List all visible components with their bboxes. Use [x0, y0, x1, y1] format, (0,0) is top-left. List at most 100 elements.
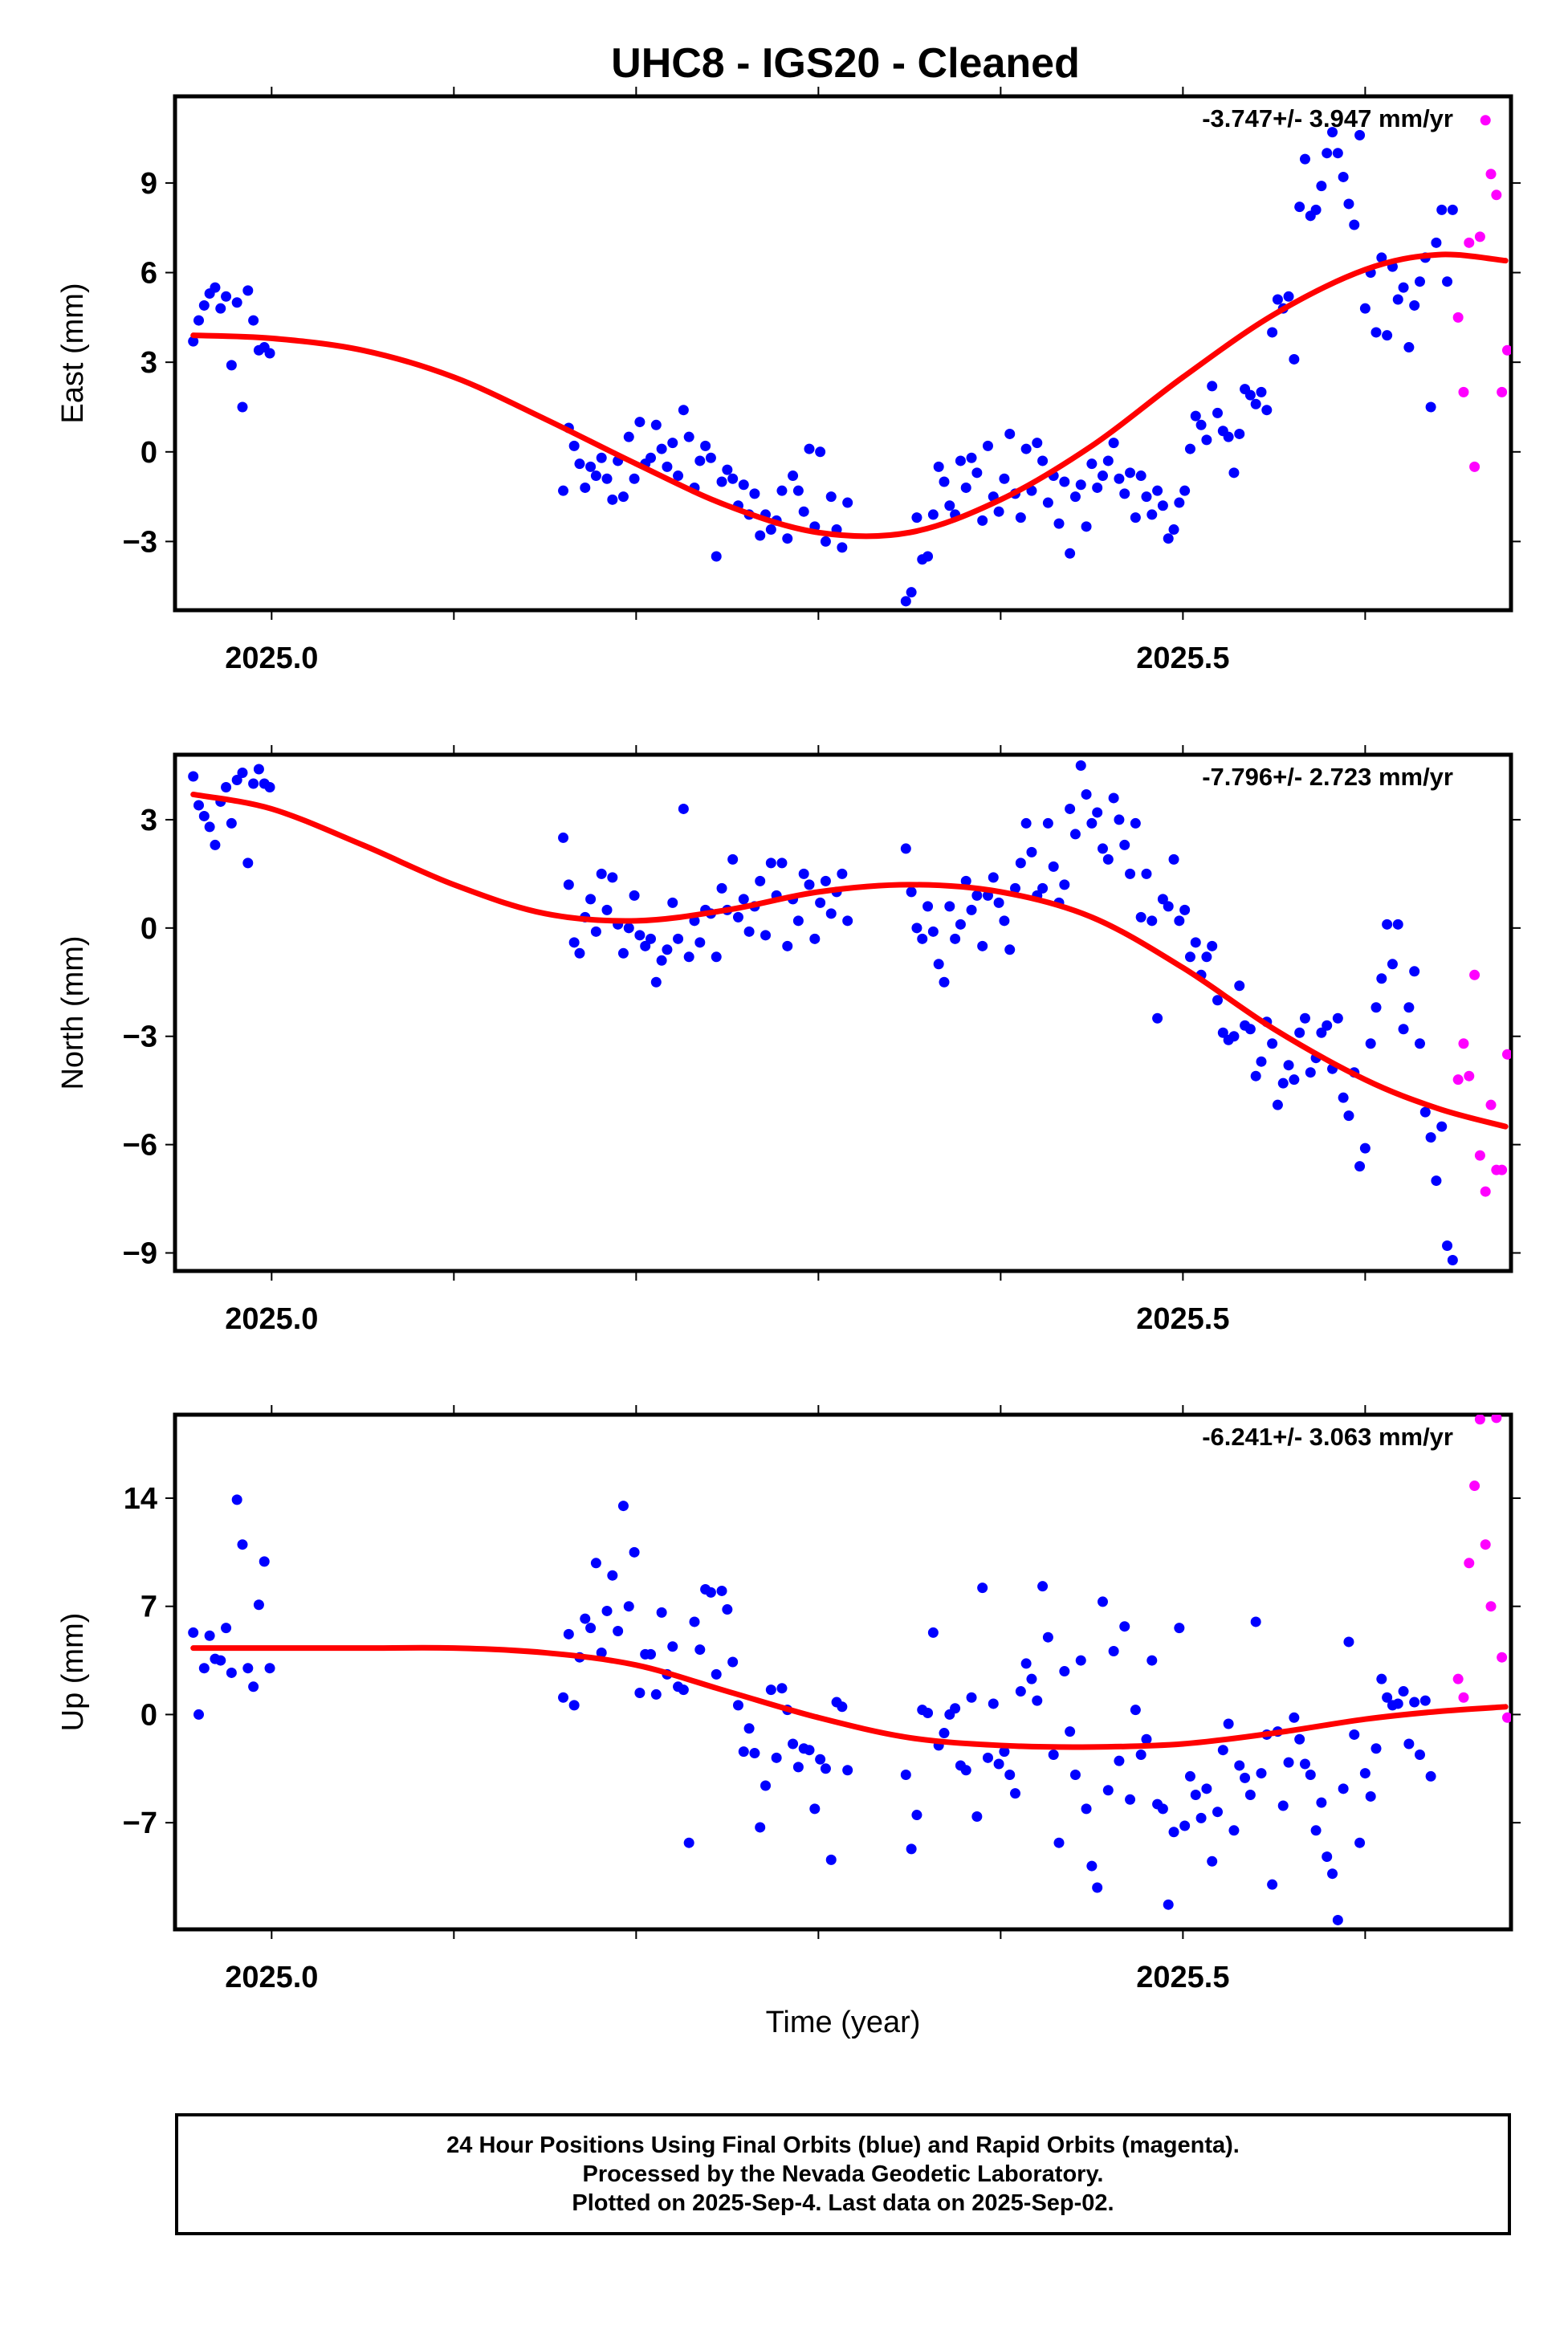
final-orbit-point — [837, 868, 848, 879]
final-orbit-point — [596, 868, 607, 879]
final-orbit-point — [580, 482, 591, 493]
final-orbit-point — [711, 1668, 722, 1680]
final-orbit-point — [1223, 1718, 1234, 1729]
final-orbit-point — [221, 781, 232, 792]
x-tick-label: 2025.5 — [1136, 1961, 1229, 1994]
final-orbit-point — [1125, 868, 1136, 879]
final-orbit-point — [755, 875, 766, 886]
final-orbit-point — [1310, 204, 1322, 215]
final-orbit-point — [1174, 1623, 1185, 1634]
final-orbit-point — [900, 596, 911, 607]
final-orbit-point — [1409, 966, 1420, 977]
final-orbit-point — [1289, 1074, 1300, 1086]
plot-frame — [173, 1412, 1513, 1932]
final-orbit-point — [590, 1558, 601, 1569]
final-orbit-point — [1004, 1770, 1016, 1781]
final-orbit-point — [193, 1709, 205, 1720]
final-orbit-point — [237, 767, 248, 778]
final-orbit-point — [1032, 1695, 1043, 1706]
rapid-orbit-point — [1480, 1186, 1491, 1197]
final-orbit-point — [264, 781, 275, 792]
final-orbit-point — [1250, 1616, 1261, 1627]
final-orbit-point — [771, 1752, 782, 1763]
final-orbit-point — [1370, 1002, 1382, 1013]
final-orbit-point — [705, 1587, 716, 1598]
final-orbit-point — [188, 771, 199, 782]
final-orbit-point — [1332, 1012, 1343, 1024]
final-orbit-point — [804, 1745, 815, 1756]
final-orbit-point — [825, 491, 837, 503]
final-orbit-point — [950, 933, 961, 944]
final-orbit-point — [788, 1738, 799, 1750]
data-layer — [188, 115, 1511, 607]
final-orbit-point — [1097, 843, 1108, 854]
final-orbit-point — [1382, 330, 1393, 341]
final-orbit-point — [198, 1663, 210, 1674]
final-orbit-point — [264, 348, 275, 359]
final-orbit-point — [944, 901, 955, 912]
final-orbit-point — [1322, 1851, 1333, 1863]
final-orbit-point — [1081, 788, 1092, 800]
y-axis-label: North (mm) — [56, 935, 90, 1090]
final-orbit-point — [617, 491, 629, 503]
final-orbit-point — [1059, 1666, 1070, 1677]
final-orbit-point — [1267, 327, 1278, 338]
final-orbit-point — [264, 1663, 275, 1674]
final-orbit-point — [999, 473, 1010, 484]
rapid-orbit-point — [1474, 231, 1485, 242]
final-orbit-point — [1322, 1020, 1333, 1031]
final-orbit-point — [601, 904, 613, 915]
x-tick-label: 2025.5 — [1136, 642, 1229, 675]
final-orbit-point — [988, 872, 999, 883]
final-orbit-point — [574, 458, 585, 470]
final-orbit-point — [1152, 485, 1163, 496]
final-orbit-point — [927, 1627, 939, 1638]
final-orbit-point — [977, 940, 988, 951]
final-orbit-point — [727, 853, 739, 865]
final-orbit-point — [1376, 1673, 1387, 1684]
final-orbit-point — [623, 923, 634, 934]
final-orbit-point — [678, 1684, 689, 1696]
final-orbit-point — [607, 872, 618, 883]
final-orbit-point — [1042, 817, 1053, 829]
final-orbit-point — [1392, 1698, 1403, 1709]
final-orbit-point — [1414, 1038, 1425, 1049]
final-orbit-point — [210, 282, 221, 293]
final-orbit-point — [842, 1765, 853, 1776]
final-orbit-point — [1163, 901, 1174, 912]
rapid-orbit-point — [1464, 1558, 1475, 1569]
final-orbit-point — [1425, 401, 1436, 413]
final-orbit-point — [585, 1623, 597, 1634]
final-orbit-point — [1168, 1827, 1179, 1838]
final-orbit-point — [1059, 476, 1070, 487]
final-orbit-point — [760, 930, 772, 941]
final-orbit-point — [722, 1604, 733, 1615]
final-orbit-point — [798, 506, 809, 517]
final-orbit-point — [1414, 1749, 1425, 1760]
rapid-orbit-point — [1452, 1074, 1464, 1086]
final-orbit-point — [1081, 1803, 1092, 1815]
final-orbit-point — [1436, 204, 1448, 215]
final-orbit-point — [815, 897, 826, 908]
final-orbit-point — [204, 1630, 215, 1641]
final-orbit-point — [662, 461, 673, 472]
final-orbit-point — [911, 512, 922, 523]
final-orbit-point — [667, 438, 678, 449]
rapid-orbit-point — [1452, 312, 1464, 323]
final-orbit-point — [215, 1655, 226, 1666]
final-orbit-point — [971, 1811, 983, 1822]
final-orbit-point — [765, 524, 776, 536]
final-orbit-point — [776, 485, 788, 496]
rapid-orbit-point — [1474, 1150, 1485, 1161]
final-orbit-point — [1207, 940, 1218, 951]
final-orbit-point — [1442, 1240, 1453, 1252]
final-orbit-point — [1184, 951, 1195, 963]
final-orbit-point — [1141, 491, 1152, 503]
final-orbit-point — [1179, 1820, 1191, 1831]
final-orbit-point — [568, 937, 580, 948]
final-orbit-point — [1163, 1899, 1174, 1910]
final-orbit-point — [1294, 1733, 1305, 1745]
final-orbit-point — [585, 461, 597, 472]
final-orbit-point — [601, 1605, 613, 1616]
final-orbit-point — [1354, 129, 1366, 141]
